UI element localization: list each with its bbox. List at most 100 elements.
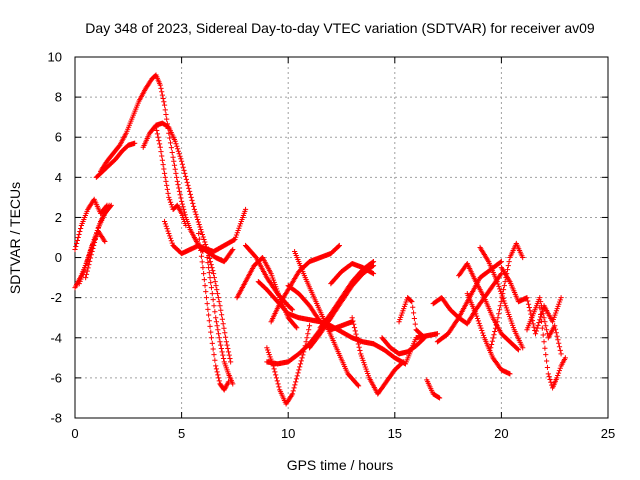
- data-point: [215, 375, 222, 381]
- data-point: [158, 85, 164, 92]
- data-point: [176, 151, 182, 157]
- data-point: [545, 371, 551, 377]
- data-point: [169, 240, 175, 246]
- data-point: [234, 230, 240, 236]
- data-point: [266, 351, 272, 358]
- data-point: [494, 319, 500, 325]
- data-point: [213, 366, 220, 372]
- data-point: [175, 182, 181, 188]
- data-point: [544, 364, 551, 371]
- data-point: [538, 318, 545, 324]
- data-point: [352, 328, 358, 334]
- data-point: [182, 173, 189, 179]
- data-point: [506, 258, 512, 265]
- data-point: [370, 258, 377, 265]
- data-point: [335, 243, 342, 249]
- data-point: [186, 185, 192, 191]
- data-point: [515, 347, 522, 353]
- data-point: [167, 140, 174, 146]
- data-point: [168, 202, 174, 208]
- data-point: [189, 197, 195, 203]
- data-point: [225, 345, 231, 352]
- x-tick-label: 20: [494, 426, 508, 441]
- y-tick-label: 2: [55, 210, 62, 225]
- data-point: [215, 372, 221, 378]
- data-point: [542, 345, 548, 351]
- data-point: [355, 382, 361, 388]
- data-point: [175, 148, 182, 154]
- data-point: [211, 303, 217, 309]
- data-point: [532, 331, 539, 337]
- data-point: [153, 124, 159, 130]
- data-point: [217, 339, 223, 345]
- data-point: [237, 221, 244, 227]
- data-point: [555, 337, 561, 343]
- series-t29: [430, 271, 504, 327]
- data-point: [520, 345, 526, 351]
- data-point: [211, 275, 217, 281]
- data-point: [498, 299, 504, 305]
- series-t7: [140, 120, 234, 365]
- data-point: [527, 308, 533, 314]
- data-point: [493, 322, 499, 328]
- data-point: [507, 371, 513, 377]
- data-point: [558, 351, 564, 357]
- data-point: [173, 141, 179, 147]
- data-point: [83, 262, 89, 269]
- data-point: [303, 339, 309, 345]
- data-point: [217, 303, 223, 309]
- data-point: [543, 323, 549, 329]
- data-point: [214, 323, 220, 329]
- data-point: [180, 164, 186, 170]
- data-point: [499, 295, 505, 301]
- plot-frame: [74, 56, 609, 419]
- data-point: [167, 197, 173, 203]
- data-point: [215, 327, 221, 333]
- data-point: [370, 259, 376, 265]
- data-point: [220, 355, 227, 362]
- data-point: [502, 279, 508, 285]
- data-point: [410, 304, 416, 310]
- data-point: [166, 194, 172, 200]
- data-point: [289, 307, 296, 313]
- data-point: [174, 143, 180, 149]
- data-point: [436, 394, 442, 401]
- data-point: [159, 89, 165, 95]
- data-point: [220, 321, 226, 327]
- data-point: [242, 206, 249, 213]
- data-point: [180, 204, 186, 210]
- data-point: [212, 279, 218, 285]
- data-point: [232, 236, 238, 243]
- data-point: [198, 229, 205, 235]
- series-t37: [537, 305, 568, 391]
- data-point: [90, 245, 96, 252]
- data-point: [177, 153, 183, 159]
- data-point: [221, 325, 227, 331]
- series-t34: [488, 240, 526, 351]
- data-point: [264, 345, 270, 351]
- data-point: [164, 186, 170, 192]
- data-point: [192, 209, 198, 215]
- data-point: [92, 236, 98, 243]
- data-point: [174, 178, 180, 184]
- data-point: [159, 153, 165, 159]
- data-point: [200, 234, 206, 240]
- data-point: [556, 344, 563, 350]
- data-point: [496, 311, 502, 317]
- series-t23: [328, 260, 377, 287]
- data-point: [91, 242, 97, 249]
- data-point: [206, 318, 212, 324]
- data-point: [227, 355, 233, 362]
- data-point: [490, 335, 496, 341]
- data-point: [215, 295, 221, 301]
- data-point: [94, 230, 100, 237]
- data-point: [306, 323, 313, 329]
- data-point: [201, 236, 207, 243]
- data-point: [304, 335, 310, 341]
- series-t12: [200, 206, 249, 255]
- data-point: [409, 299, 415, 305]
- data-point: [108, 202, 114, 209]
- series-t24: [349, 315, 406, 397]
- data-point: [265, 349, 272, 355]
- data-point: [208, 335, 215, 341]
